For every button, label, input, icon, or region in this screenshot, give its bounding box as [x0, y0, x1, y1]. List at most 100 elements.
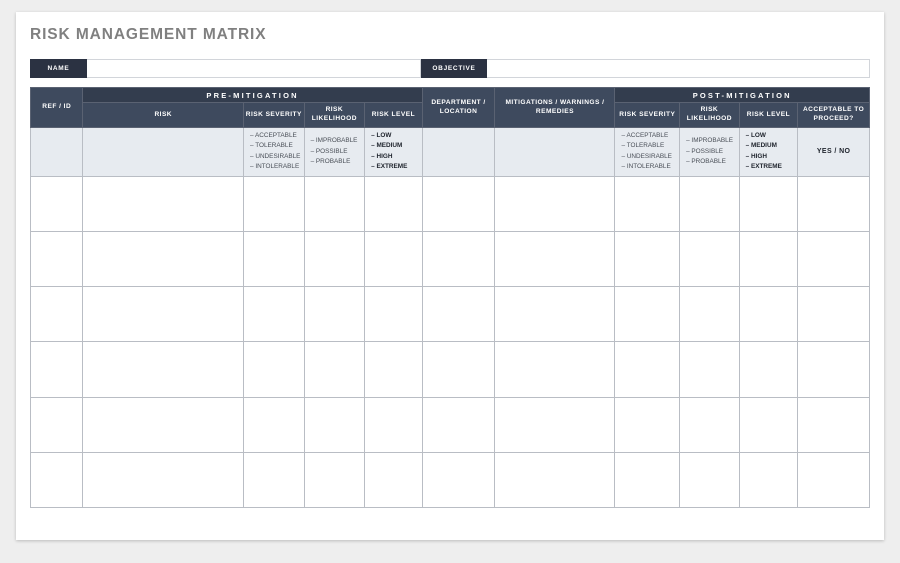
table-cell[interactable] — [243, 396, 305, 453]
table-cell[interactable] — [738, 451, 799, 509]
key-option: – POSSIBLE — [686, 147, 724, 155]
table-cell[interactable] — [421, 341, 496, 398]
table-cell[interactable] — [614, 230, 681, 288]
table-cell[interactable] — [738, 230, 799, 288]
table-cell[interactable] — [303, 286, 366, 343]
key-cell-department[interactable] — [421, 127, 496, 177]
table-cell[interactable] — [29, 451, 84, 509]
table-head: REF / ID PRE-MITIGATION DEPARTMENT / LOC… — [29, 87, 870, 128]
table-body: – ACCEPTABLE – TOLERABLE – UNDESIRABLE – IN… — [29, 127, 870, 509]
table-cell[interactable] — [421, 396, 496, 453]
table-cell[interactable] — [614, 341, 681, 398]
objective-input[interactable] — [487, 59, 870, 78]
table-cell[interactable] — [614, 451, 681, 509]
table-cell[interactable] — [303, 175, 366, 232]
key-cell-mitigations[interactable] — [494, 127, 616, 177]
pre-likelihood-options: – IMPROBABLE – POSSIBLE – PROBABLE — [311, 136, 359, 167]
key-option: – LOW — [371, 132, 392, 139]
name-input[interactable] — [87, 59, 421, 78]
key-cell-pre-likelihood: – IMPROBABLE – POSSIBLE – PROBABLE — [303, 127, 366, 177]
table-cell[interactable] — [797, 286, 870, 343]
table-cell[interactable] — [679, 286, 740, 343]
table-cell[interactable] — [679, 341, 740, 398]
key-option: – INTOLERABLE — [621, 163, 671, 171]
post-level-options: – LOW – MEDIUM – HIGH – EXTREME — [746, 131, 792, 173]
table-cell[interactable] — [29, 396, 84, 453]
table-cell[interactable] — [364, 451, 423, 509]
table-cell[interactable] — [738, 286, 799, 343]
table-cell[interactable] — [421, 286, 496, 343]
table-cell[interactable] — [738, 175, 799, 232]
group-header-row: REF / ID PRE-MITIGATION DEPARTMENT / LOC… — [29, 87, 870, 128]
table-cell[interactable] — [29, 230, 84, 288]
table-cell[interactable] — [303, 341, 366, 398]
table-cell[interactable] — [82, 341, 244, 398]
header-pre-risk-likelihood: RISK LIKELIHOOD — [303, 102, 366, 128]
key-option: – MEDIUM — [371, 142, 403, 150]
table-cell[interactable] — [494, 286, 616, 343]
key-option: – MEDIUM — [745, 142, 777, 150]
table-cell[interactable] — [494, 230, 616, 288]
table-cell[interactable] — [364, 341, 423, 398]
table-cell[interactable] — [82, 230, 244, 288]
header-pre-risk-severity: RISK SEVERITY — [243, 102, 305, 128]
table-cell[interactable] — [738, 341, 799, 398]
table-cell[interactable] — [421, 230, 496, 288]
table-cell[interactable] — [243, 175, 305, 232]
table-cell[interactable] — [82, 396, 244, 453]
table-cell[interactable] — [614, 286, 681, 343]
table-cell[interactable] — [364, 286, 423, 343]
key-option: – INTOLERABLE — [250, 163, 300, 171]
key-cell-ref-id[interactable] — [29, 127, 84, 177]
page-title: RISK MANAGEMENT MATRIX — [30, 26, 267, 43]
table-cell[interactable] — [494, 175, 616, 232]
table-row — [29, 451, 870, 509]
table-cell[interactable] — [738, 396, 799, 453]
key-option: – PROBABLE — [310, 157, 351, 165]
table-cell[interactable] — [243, 341, 305, 398]
table-cell[interactable] — [303, 230, 366, 288]
table-row — [29, 175, 870, 232]
header-post-mitigation: POST-MITIGATION — [614, 87, 870, 103]
header-ref-id: REF / ID — [29, 87, 84, 128]
pre-level-options: – LOW – MEDIUM – HIGH – EXTREME — [371, 131, 416, 173]
table-cell[interactable] — [797, 396, 870, 453]
table-cell[interactable] — [614, 396, 681, 453]
table-cell[interactable] — [29, 341, 84, 398]
key-cell-post-likelihood: – IMPROBABLE – POSSIBLE – PROBABLE — [679, 127, 740, 177]
table-cell[interactable] — [797, 451, 870, 509]
table-cell[interactable] — [364, 230, 423, 288]
table-cell[interactable] — [303, 451, 366, 509]
table-cell[interactable] — [364, 175, 423, 232]
key-option: – ACCEPTABLE — [250, 132, 297, 139]
table-cell[interactable] — [29, 175, 84, 232]
table-cell[interactable] — [797, 230, 870, 288]
key-cell-risk[interactable] — [82, 127, 244, 177]
table-cell[interactable] — [614, 175, 681, 232]
table-cell[interactable] — [243, 286, 305, 343]
table-cell[interactable] — [421, 451, 496, 509]
table-cell[interactable] — [797, 175, 870, 232]
table-cell[interactable] — [82, 451, 244, 509]
table-cell[interactable] — [494, 451, 616, 509]
table-cell[interactable] — [679, 396, 740, 453]
table-cell[interactable] — [797, 341, 870, 398]
table-cell[interactable] — [243, 451, 305, 509]
table-cell[interactable] — [679, 451, 740, 509]
table-cell[interactable] — [243, 230, 305, 288]
key-cell-post-level: – LOW – MEDIUM – HIGH – EXTREME — [738, 127, 799, 177]
name-label: NAME — [30, 59, 87, 78]
pre-severity-options: – ACCEPTABLE – TOLERABLE – UNDESIRABLE – IN… — [250, 131, 300, 173]
table-cell[interactable] — [679, 175, 740, 232]
table-cell[interactable] — [494, 396, 616, 453]
table-cell[interactable] — [303, 396, 366, 453]
table-cell[interactable] — [421, 175, 496, 232]
table-cell[interactable] — [494, 341, 616, 398]
key-cell-acceptable: YES / NO — [797, 127, 870, 177]
table-cell[interactable] — [679, 230, 740, 288]
table-cell[interactable] — [82, 175, 244, 232]
table-cell[interactable] — [82, 286, 244, 343]
table-cell[interactable] — [364, 396, 423, 453]
header-mitigations: MITIGATIONS / WARNINGS / REMEDIES — [494, 87, 616, 128]
table-cell[interactable] — [29, 286, 84, 343]
